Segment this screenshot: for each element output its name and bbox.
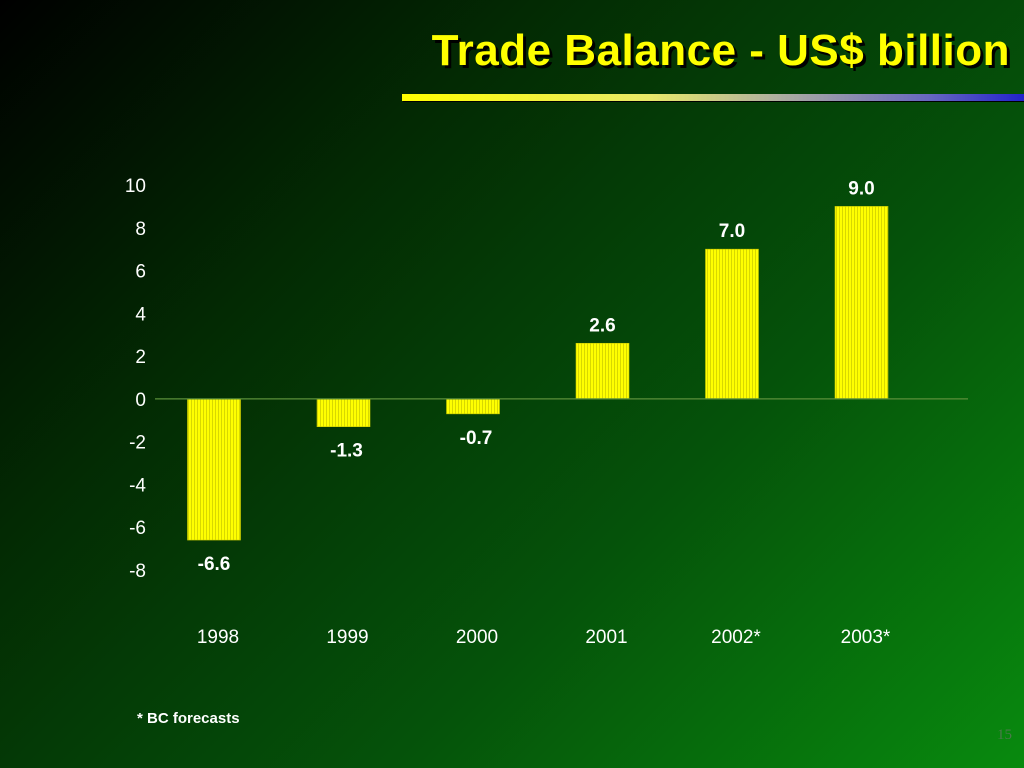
x-tick-label: 2003* xyxy=(841,627,891,648)
y-tick-label: 2 xyxy=(135,347,146,368)
bar-value-label: -6.6 xyxy=(198,554,231,575)
x-tick-label: 2000 xyxy=(456,627,498,648)
bar-value-label: 2.6 xyxy=(589,315,615,336)
bar-2000 xyxy=(446,398,500,415)
y-tick-label: -2 xyxy=(129,433,146,454)
forecast-footnote: * BC forecasts xyxy=(137,710,240,727)
y-tick-label: -6 xyxy=(129,518,146,539)
title-underline xyxy=(402,94,1024,101)
bar-2002-forecast xyxy=(705,248,759,400)
x-axis-tick-labels: 1998 1999 2000 2001 2002* 2003* xyxy=(197,627,891,648)
bar-value-label: -1.3 xyxy=(330,441,363,462)
y-tick-label: 10 xyxy=(125,176,146,197)
x-tick-label: 1998 xyxy=(197,627,239,648)
x-tick-label: 2001 xyxy=(585,627,627,648)
y-axis-tick-labels: 10 8 6 4 2 0 -2 -4 -6 -8 xyxy=(125,176,147,582)
y-tick-label: 4 xyxy=(135,304,146,325)
bar-value-label: -0.7 xyxy=(460,428,493,449)
x-tick-label: 1999 xyxy=(326,627,368,648)
y-tick-label: -4 xyxy=(129,475,146,496)
bar-1999 xyxy=(316,398,371,427)
bar-value-label: 7.0 xyxy=(719,221,745,242)
bar-series xyxy=(187,206,889,541)
data-label-group: -6.6 -1.3 -0.7 2.6 7.0 9.0 xyxy=(198,178,875,575)
y-tick-label: -8 xyxy=(129,561,146,582)
bar-1998 xyxy=(187,398,241,541)
page-number: 15 xyxy=(997,727,1012,743)
y-tick-label: 0 xyxy=(135,390,146,411)
x-tick-label: 2002* xyxy=(711,627,761,648)
y-tick-label: 6 xyxy=(135,262,146,283)
slide-title: Trade Balance - US$ billion xyxy=(431,26,1010,75)
bar-2001 xyxy=(575,342,630,400)
bar-value-label: 9.0 xyxy=(848,178,874,199)
bar-2003-forecast xyxy=(834,206,889,400)
y-tick-label: 8 xyxy=(135,219,146,240)
